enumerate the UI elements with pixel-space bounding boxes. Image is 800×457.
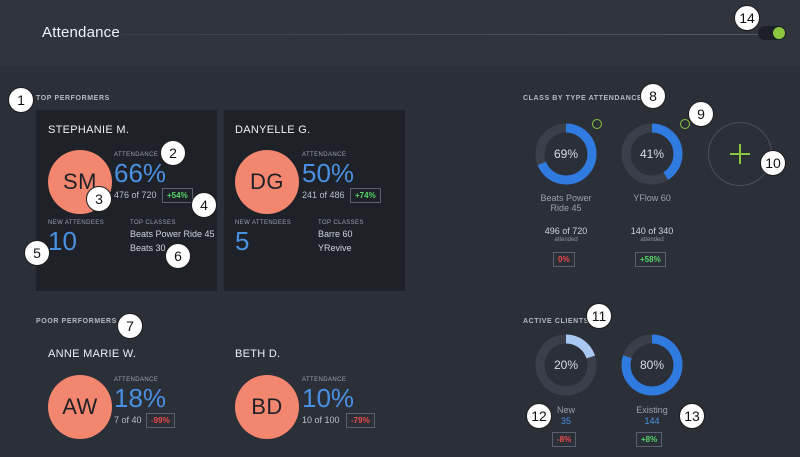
avatar: SM: [48, 150, 112, 214]
performer-name: DANYELLE G.: [235, 124, 311, 136]
donut-arc: [621, 334, 683, 396]
attendance-label: ATTENDANCE: [302, 152, 347, 158]
annotation-marker: 7: [117, 313, 143, 339]
attendance-fraction: 241 of 486: [302, 190, 345, 200]
attendance-change-badge: -99%: [146, 413, 175, 428]
client-count: 35: [560, 416, 571, 426]
performer-name: ANNE MARIE W.: [48, 348, 137, 360]
new-attendees-count: 10: [48, 226, 77, 256]
client-count: 144: [644, 416, 660, 426]
top-class-item: Beats 30: [130, 243, 166, 253]
donut-arc: [535, 334, 597, 396]
client-change-badge: -8%: [552, 432, 577, 447]
attendance-percent: 10%: [302, 383, 355, 413]
attendance-change-badge: -79%: [346, 413, 375, 428]
client-donut-chart[interactable]: 80%: [620, 333, 684, 397]
annotation-marker: 5: [24, 240, 50, 266]
class-change-badge: +58%: [635, 252, 666, 267]
view-toggle[interactable]: [758, 26, 786, 40]
annotation-marker: 11: [586, 303, 612, 329]
new-attendees-label: NEW ATTENDEES: [48, 220, 105, 226]
class-stat: 140 of 340: [630, 226, 674, 236]
donut-arc: [621, 123, 683, 185]
avatar: AW: [48, 375, 112, 439]
poor-performer-card[interactable]: ANNE MARIE W. AW ATTENDANCE 18% 7 of 40 …: [36, 335, 217, 445]
avatar: DG: [235, 150, 299, 214]
annotation-marker: 2: [160, 140, 186, 166]
new-attendees-label: NEW ATTENDEES: [235, 220, 292, 226]
top-class-item: YRevive: [318, 243, 352, 253]
status-dot-icon: [592, 119, 602, 129]
annotation-marker: 12: [526, 403, 552, 429]
donut-percent-label: 20%: [554, 358, 578, 372]
poor-performer-card[interactable]: BETH D. BD ATTENDANCE 10% 10 of 100 -79%: [224, 335, 405, 445]
active-clients-label: ACTIVE CLIENTS: [523, 318, 589, 325]
page-header: Attendance: [0, 0, 800, 66]
donut-percent-label: 80%: [640, 358, 664, 372]
client-donut-chart[interactable]: 20%: [534, 333, 598, 397]
top-class-item: Barre 60: [318, 229, 353, 239]
attendance-label: ATTENDANCE: [302, 377, 347, 383]
top-performer-card[interactable]: DANYELLE G. DG ATTENDANCE 50% 241 of 486…: [224, 110, 405, 291]
annotation-marker: 13: [679, 403, 705, 429]
top-performers-label: TOP PERFORMERS: [36, 95, 110, 102]
attendance-percent: 50%: [302, 158, 355, 188]
attendance-percent: 66%: [114, 158, 167, 188]
top-class-item: Beats Power Ride 45: [130, 229, 215, 239]
class-donut-chart[interactable]: 69%: [534, 122, 598, 186]
header-divider: [120, 34, 760, 35]
annotation-marker: 4: [191, 192, 217, 218]
annotation-marker: 10: [760, 150, 786, 176]
top-classes-label: TOP CLASSES: [130, 220, 176, 226]
status-dot-icon: [680, 119, 690, 129]
annotation-marker: 3: [86, 186, 112, 212]
client-type-label: Existing: [636, 405, 668, 415]
poor-performers-label: POOR PERFORMERS: [36, 318, 117, 325]
annotation-marker: 8: [640, 83, 666, 109]
new-attendees-count: 5: [235, 226, 250, 256]
class-stat: 496 of 720: [544, 226, 588, 236]
plus-icon[interactable]: [708, 122, 772, 186]
annotation-marker: 6: [165, 243, 191, 269]
top-performer-card[interactable]: STEPHANIE M. SM ATTENDANCE 66% 476 of 72…: [36, 110, 217, 291]
donut-arc: [535, 123, 597, 185]
toggle-knob[interactable]: [773, 27, 785, 39]
class-name: Beats Power Ride 45: [540, 193, 592, 213]
attendance-fraction: 7 of 40: [114, 415, 142, 425]
class-stat-sub: attended: [640, 237, 664, 243]
attendance-fraction: 10 of 100: [302, 415, 340, 425]
class-name: YFlow 60: [633, 193, 671, 203]
annotation-marker: 14: [734, 5, 760, 31]
performer-name: BETH D.: [235, 348, 281, 360]
top-classes-label: TOP CLASSES: [318, 220, 364, 226]
client-type-label: New: [556, 405, 575, 415]
class-stat-sub: attended: [554, 237, 578, 243]
attendance-change-badge: +74%: [350, 188, 381, 203]
annotation-marker: 9: [688, 101, 714, 127]
attendance-label: ATTENDANCE: [114, 152, 159, 158]
performer-name: STEPHANIE M.: [48, 124, 130, 136]
attendance-fraction: 476 of 720: [114, 190, 157, 200]
client-change-badge: +8%: [636, 432, 663, 447]
donut-percent-label: 41%: [640, 147, 664, 161]
class-donut-chart[interactable]: 41%: [620, 122, 684, 186]
avatar: BD: [235, 375, 299, 439]
annotation-marker: 1: [8, 87, 34, 113]
attendance-percent: 18%: [114, 383, 167, 413]
attendance-change-badge: +54%: [162, 188, 193, 203]
donut-percent-label: 69%: [554, 147, 578, 161]
class-by-type-label: CLASS BY TYPE ATTENDANCE: [523, 95, 643, 102]
attendance-label: ATTENDANCE: [114, 377, 159, 383]
class-change-badge: 0%: [553, 252, 575, 267]
page-title: Attendance: [42, 24, 120, 41]
